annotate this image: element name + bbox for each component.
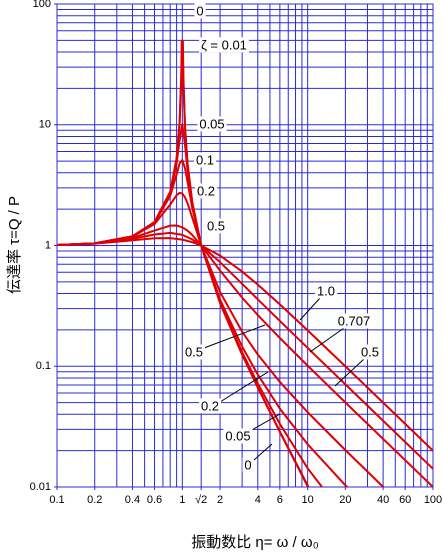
curve — [57, 224, 433, 487]
x-tick-label: 10 — [302, 494, 314, 506]
label-background — [197, 116, 227, 132]
label-background — [194, 183, 218, 199]
leader-line — [309, 327, 345, 353]
curve-label: ζ = 0.01 — [201, 37, 247, 52]
y-tick-label: 0.01 — [30, 481, 51, 493]
curve — [57, 191, 385, 487]
curve-label: 0.707 — [338, 313, 371, 328]
label-background — [223, 428, 253, 444]
curves — [57, 39, 433, 487]
curve-label: 0.5 — [207, 218, 225, 233]
x-tick-label: 4 — [255, 494, 261, 506]
curve-label: 0.5 — [361, 344, 379, 359]
label-background — [194, 3, 206, 19]
label-background — [198, 398, 222, 414]
label-background — [182, 344, 206, 360]
label-background — [242, 457, 254, 473]
label-background — [358, 344, 382, 360]
x-tick-label: 2 — [217, 494, 223, 506]
y-tick-label: 0.1 — [36, 360, 51, 372]
leader-line — [249, 413, 281, 432]
x-tick-label: 0.6 — [147, 494, 162, 506]
labels: 0.1 0.2 0.4 0.6 1 √2 2 4 6 10 20 40 60 1000.010.11101… — [30, 0, 443, 506]
curve-label: 0.5 — [185, 344, 203, 359]
x-tick-label: √2 — [195, 494, 207, 506]
label-background — [314, 283, 338, 299]
label-background — [335, 313, 373, 329]
leader-line — [334, 358, 365, 387]
label-background — [204, 218, 228, 234]
y-tick-label: 10 — [39, 119, 51, 131]
curve-label: 0 — [196, 3, 203, 18]
x-tick-label: 0.2 — [87, 494, 102, 506]
leader-line — [203, 324, 266, 349]
leader-line — [299, 297, 321, 321]
curve-label: 0.2 — [201, 398, 219, 413]
y-tick-label: 1 — [45, 239, 51, 251]
curve — [57, 231, 433, 470]
curve-label: 0.05 — [199, 116, 224, 131]
x-tick-label: 0.4 — [125, 494, 140, 506]
curve-label: 0 — [244, 457, 251, 472]
x-axis-label: 振動数比 η= ω / ω₀ — [191, 534, 319, 551]
x-tick-label: 40 — [377, 494, 389, 506]
x-tick-label: 0.1 — [49, 494, 64, 506]
x-tick-label: 60 — [399, 494, 411, 506]
y-axis-label: 伝達率 τ=Q / P — [6, 196, 23, 294]
x-tick-label: 20 — [339, 494, 351, 506]
curve-label: 1.0 — [317, 283, 335, 298]
label-background — [199, 37, 249, 53]
x-tick-label: 100 — [424, 494, 442, 506]
curve-label: 0.2 — [197, 183, 215, 198]
curve-label: 0.05 — [225, 428, 250, 443]
x-tick-label: 1 — [179, 494, 185, 506]
curve — [57, 237, 433, 452]
leader-line — [219, 371, 269, 403]
label-background — [193, 152, 217, 168]
y-tick-label: 100 — [33, 0, 51, 10]
x-tick-label: 6 — [277, 494, 283, 506]
leader-line — [253, 443, 273, 461]
curve-label: 0.1 — [196, 152, 214, 167]
